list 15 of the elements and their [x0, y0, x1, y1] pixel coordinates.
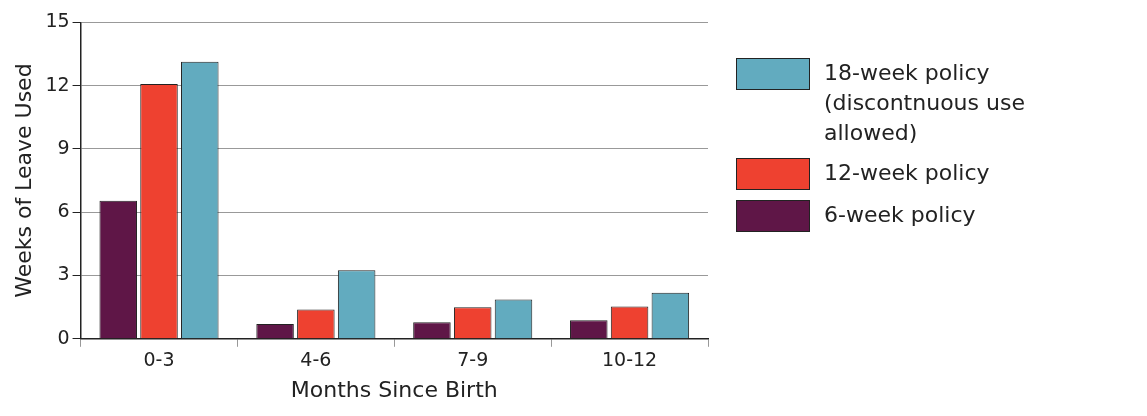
- y-tick-label: 3: [57, 262, 70, 285]
- x-tick-label: 4-6: [300, 348, 332, 371]
- legend-label: 18-week policy (discontnuous use allowed): [824, 59, 1026, 147]
- x-tick-label: 0-3: [143, 348, 175, 371]
- y-axis-title: Weeks of Leave Used: [10, 63, 36, 298]
- y-tick-label: 0: [57, 325, 70, 348]
- x-tick-label: 7-9: [457, 348, 489, 371]
- x-axis-title: Months Since Birth: [290, 376, 498, 402]
- y-tick-label: 15: [45, 9, 70, 32]
- y-tick-label: 6: [57, 199, 70, 222]
- x-tick-label: 10-12: [601, 348, 658, 371]
- legend-label: 12-week policy: [824, 159, 990, 187]
- y-tick-label: 12: [45, 72, 70, 95]
- y-tick-label: 9: [57, 135, 70, 158]
- legend-label: 6-week policy: [824, 201, 976, 229]
